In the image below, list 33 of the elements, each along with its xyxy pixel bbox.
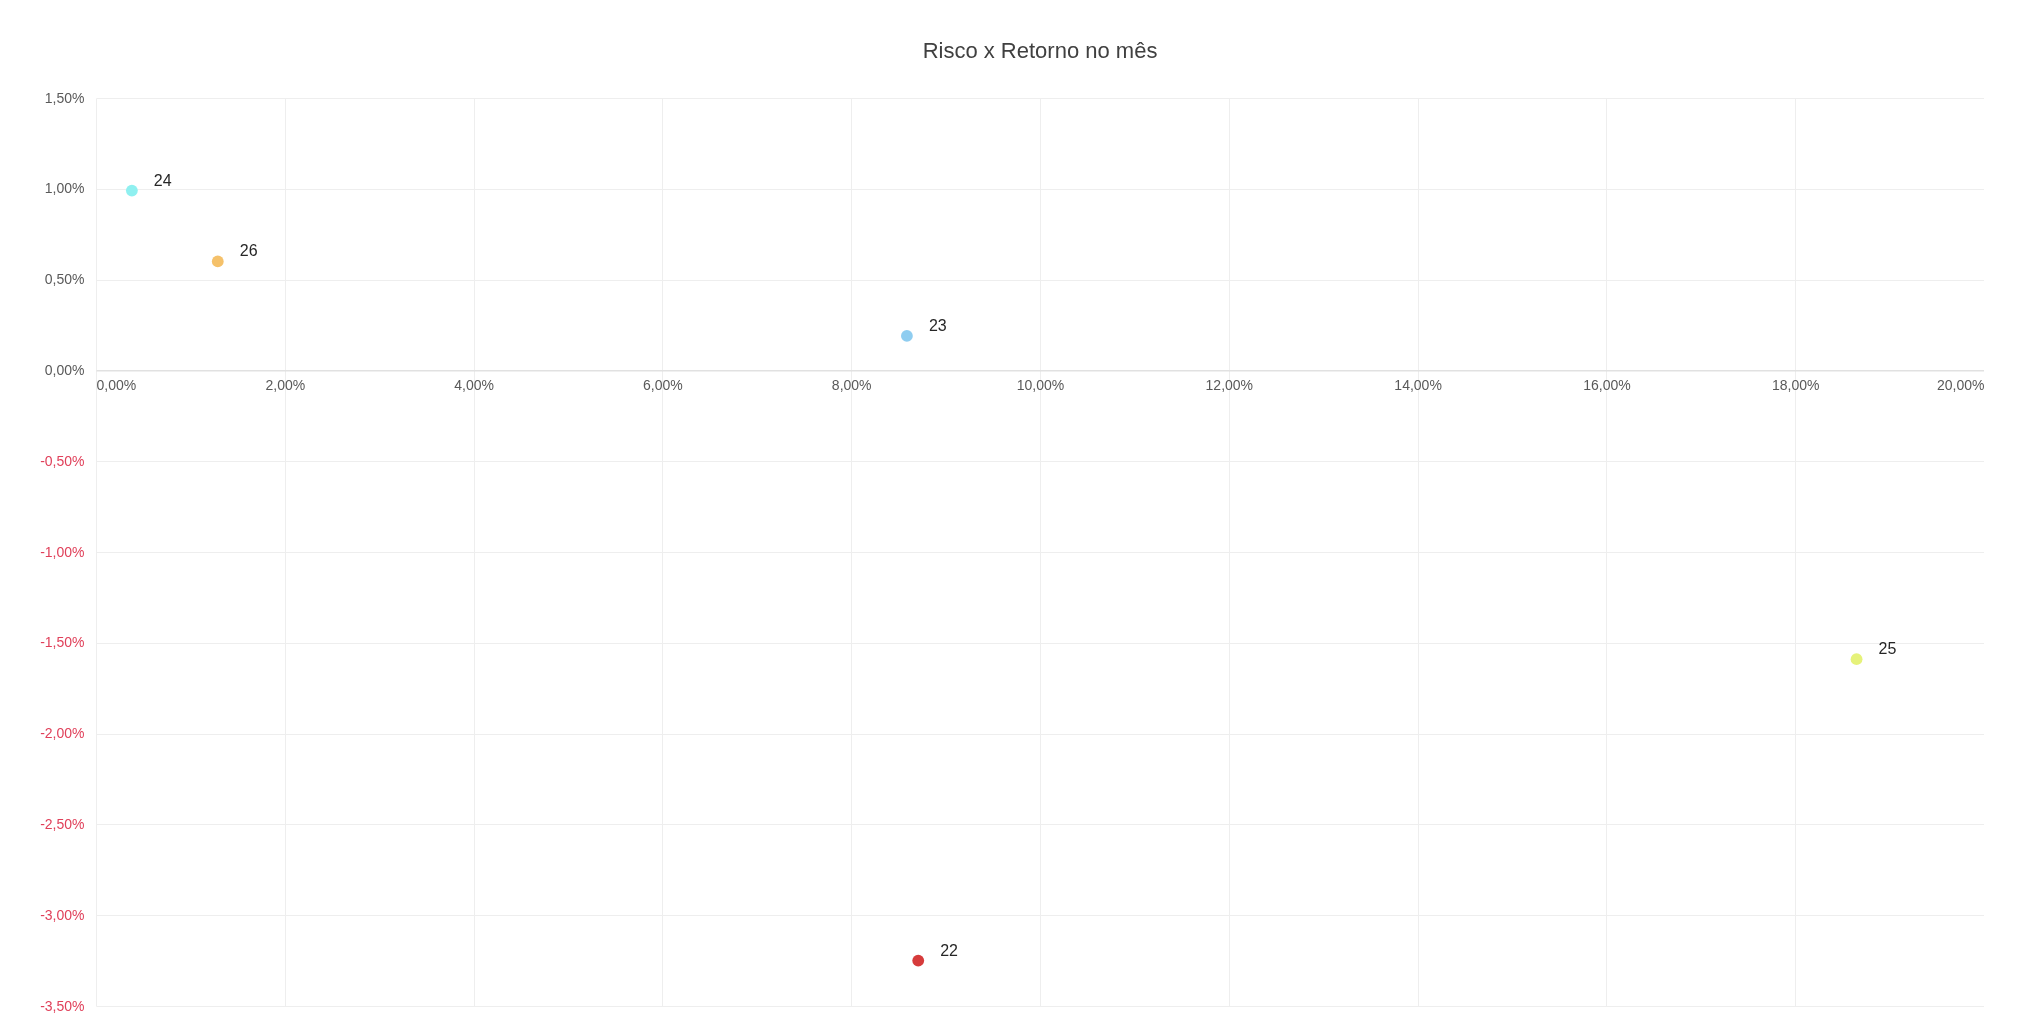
y-tick-label: 0,00% [44, 361, 85, 378]
y-tick-label: -0,50% [40, 452, 85, 469]
series-label: 23 [928, 316, 947, 334]
y-tick-label: -2,50% [40, 815, 85, 832]
x-tick-label: 10,00% [1016, 376, 1065, 393]
x-tick-label: 8,00% [831, 376, 872, 393]
point [1850, 653, 1863, 666]
y-tick-label: -2,00% [40, 725, 85, 742]
x-tick-label: 0,00% [96, 376, 137, 393]
x-tick-label: 2,00% [265, 376, 306, 393]
series-label: 22 [940, 941, 959, 959]
x-tick-label: 16,00% [1583, 376, 1631, 393]
series-label: 26 [239, 242, 258, 260]
x-tick-label: 6,00% [643, 376, 683, 393]
point [912, 954, 925, 967]
y-tick-label: -1,50% [40, 634, 85, 651]
series-label: 24 [153, 171, 172, 189]
x-tick-label: 4,00% [454, 376, 494, 393]
y-tick-label: -3,00% [40, 906, 85, 923]
x-tick-label: 18,00% [1771, 376, 1820, 393]
y-tick-label: 1,00% [44, 180, 85, 197]
y-tick-label: 0,50% [44, 271, 85, 288]
point [211, 255, 224, 268]
series-label: 25 [1878, 640, 1897, 658]
point [125, 184, 138, 197]
x-tick-label: 20,00% [1937, 376, 1985, 393]
x-tick-label: 14,00% [1394, 376, 1442, 393]
x-tick-label: 12,00% [1205, 376, 1254, 393]
y-tick-label: -1,00% [40, 543, 85, 560]
y-tick-label: 1,50% [44, 89, 85, 106]
chart-title: Risco x Retorno no mês [922, 38, 1158, 63]
y-tick-label: -3,50% [40, 997, 85, 1014]
point [900, 329, 913, 342]
